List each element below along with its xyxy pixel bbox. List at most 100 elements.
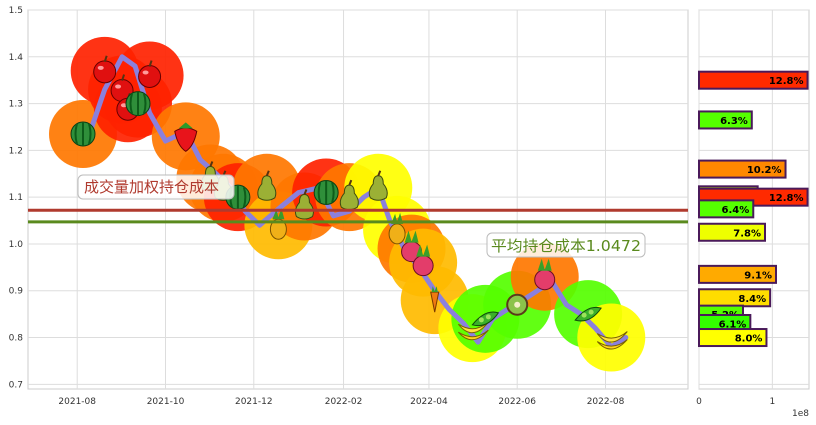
apple-stem [121,74,126,81]
apple-body [138,65,162,89]
radish-leaves [537,258,552,271]
volume-bar-label: 7.8% [733,228,761,239]
average-cost-label: 平均持仓成本1.0472 [491,237,641,255]
annotation-box [486,232,646,258]
x-tick-label: 2021-10 [147,397,185,407]
y-tick-label: 1.0 [9,240,24,250]
volume-distribution-plot: 011e812.8%6.3%10.2%6.9%12.8%6.4%7.8%9.1%… [696,9,810,419]
volume-bar [698,264,777,284]
marker-icons [70,55,628,350]
banana-icon [596,331,628,350]
pea [485,314,491,320]
radish-leaves [404,230,419,243]
side-x-scale-label: 1e8 [792,409,809,419]
y-tick-label: 1.5 [9,6,23,16]
kiwi-icon [506,293,529,316]
y-tick-label: 1.1 [9,193,23,203]
pea [588,309,594,315]
pear-icon [257,170,277,201]
radish-leaves [416,244,431,257]
watermelon-stripes [74,121,92,146]
apple-shine [115,84,122,89]
apple-icon [138,60,162,89]
volume-bar-label: 9.1% [744,270,772,281]
kiwi-core [514,301,521,308]
volume-bar-label: 8.0% [735,334,763,345]
volume-bar-label: 8.4% [738,294,766,305]
radish-icon [534,258,556,291]
side-x-tick-label: 0 [696,397,702,407]
volume-bar [698,159,787,179]
y-tick-label: 0.9 [9,287,24,297]
average-cost-annotation: 平均持仓成本1.0472 [486,232,646,258]
peapod-body [471,311,500,327]
apple-stem [103,55,108,63]
x-tick-label: 2022-08 [587,397,625,407]
volume-bar [698,222,766,242]
pear-stem [377,170,382,177]
apple-shine [142,70,149,75]
apple-body [93,60,117,84]
volume-bar-label: 6.1% [719,319,747,330]
pear-body [294,194,314,220]
pineapple-body [388,223,406,245]
pear-stem [265,170,270,177]
pear-body [257,175,277,201]
marker-halo [577,303,646,372]
watermelon-icon [125,91,151,117]
y-tick-label: 1.3 [9,100,23,110]
y-tick-label: 1.4 [9,53,24,63]
volume-bar [698,199,755,219]
banana-body-2 [596,339,628,350]
volume-bar-label: 12.8% [769,76,804,87]
watermelon-icon [313,179,339,205]
radish-body [534,269,556,291]
y-tick-label: 0.8 [9,334,24,344]
carrot-icon [430,286,440,313]
radish-body [412,255,434,277]
side-x-tick-label: 1 [769,397,775,407]
volume-bar-label: 12.8% [769,193,804,204]
weighted-cost-annotation: 成交量加权持仓成本 [77,174,235,200]
pear-stem [209,161,214,167]
pear-body [368,175,388,201]
pear-stem [303,189,308,195]
y-tick-label: 1.2 [9,146,23,156]
apple-icon [93,55,117,84]
pear-stem [348,179,353,186]
volume-bar-label: 6.4% [722,205,750,216]
volume-bar-label: 10.2% [747,165,782,176]
pear-icon [368,170,388,201]
apple-shine [120,103,127,108]
weighted-cost-label: 成交量加权持仓成本 [84,178,219,196]
pineapple-icon [269,208,287,240]
annotation-box [77,174,235,200]
x-tick-label: 2021-08 [58,397,96,407]
x-tick-label: 2021-12 [235,397,273,407]
carrot-leaves [431,286,438,293]
radish-icon [412,244,434,277]
peapod-body [574,306,602,322]
apple-icon [110,74,134,103]
watermelon-stripes [129,91,147,116]
watermelon-stripes [317,180,335,205]
x-tick-label: 2022-06 [498,397,536,407]
pea [478,317,484,323]
peapod-icon [574,306,602,322]
watermelon-icon [70,121,96,147]
pear-icon [294,189,314,220]
strawberry-leaves [178,122,193,129]
x-tick-label: 2022-02 [325,397,363,407]
apple-shine [97,65,104,70]
peapod-icon [471,311,500,327]
pea [581,312,587,318]
volume-bar [698,70,809,90]
apple-stem [148,60,153,67]
banana-body-2 [457,329,489,341]
strawberry-icon [174,122,198,152]
banana-body [596,331,628,343]
y-tick-label: 0.7 [9,380,23,390]
volume-bar [698,110,753,130]
volume-bar-label: 6.3% [720,116,748,127]
